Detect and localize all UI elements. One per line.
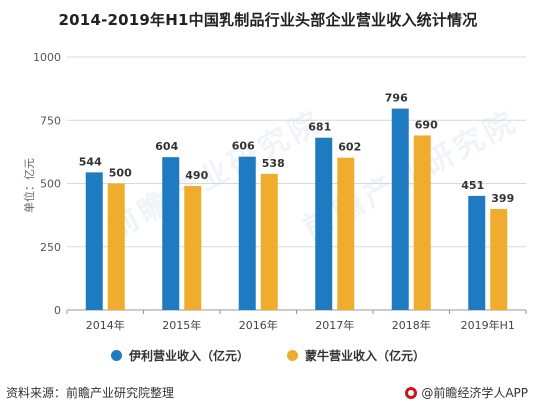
data-label-yili: 451 <box>461 179 484 192</box>
bar-yili <box>468 195 486 310</box>
credit-text: @前瞻经济学人APP <box>421 386 528 400</box>
legend: 伊利营业收入（亿元） 蒙牛营业收入（亿元） <box>0 347 536 364</box>
bar-mengniu <box>413 135 431 310</box>
bar-mengniu <box>107 183 125 310</box>
x-tick-label: 2015年 <box>162 318 201 332</box>
legend-item-mengniu[interactable]: 蒙牛营业收入（亿元） <box>287 347 425 364</box>
x-tick-label: 2017年 <box>315 318 354 332</box>
data-label-yili: 681 <box>308 121 331 134</box>
bar-yili <box>85 172 103 310</box>
data-label-yili: 796 <box>385 92 408 105</box>
legend-label-mengniu: 蒙牛营业收入（亿元） <box>305 349 426 363</box>
y-tick-label: 500 <box>40 178 61 191</box>
bar-mengniu <box>184 186 202 310</box>
data-label-yili: 544 <box>79 155 102 168</box>
x-tick-label: 2016年 <box>239 318 278 332</box>
x-tick-label: 2014年 <box>86 318 125 332</box>
bar-mengniu <box>337 157 355 310</box>
x-tick-label: 2018年 <box>392 318 431 332</box>
data-label-yili: 606 <box>232 140 255 153</box>
bar-yili <box>315 137 333 310</box>
legend-label-yili: 伊利营业收入（亿元） <box>128 349 249 363</box>
source-note: 资料来源：前瞻产业研究院整理 <box>6 386 175 400</box>
bar-mengniu <box>260 173 278 310</box>
data-label-mengniu: 602 <box>338 141 361 154</box>
credit: @前瞻经济学人APP <box>405 384 528 401</box>
qianzhan-logo-icon <box>405 386 418 399</box>
y-tick-label: 250 <box>40 241 61 254</box>
data-label-mengniu: 538 <box>262 157 285 170</box>
legend-item-yili[interactable]: 伊利营业收入（亿元） <box>110 347 249 364</box>
bar-yili <box>391 108 409 310</box>
legend-swatch-mengniu <box>287 350 298 361</box>
y-tick-label: 750 <box>40 114 61 127</box>
bar-yili <box>162 157 180 310</box>
data-label-mengniu: 490 <box>185 169 208 182</box>
y-tick-label: 0 <box>54 304 61 317</box>
y-axis-label: 单位：亿元 <box>23 158 36 213</box>
y-tick-label: 1000 <box>33 51 61 64</box>
chart-title: 2014-2019年H1中国乳制品行业头部企业营业收入统计情况 <box>58 11 478 29</box>
legend-swatch-yili <box>110 350 122 361</box>
x-tick-label: 2019年H1 <box>461 318 515 332</box>
bar-mengniu <box>490 209 508 310</box>
data-label-mengniu: 399 <box>491 192 514 205</box>
data-label-mengniu: 690 <box>415 118 438 131</box>
bar-yili <box>238 156 256 310</box>
data-label-mengniu: 500 <box>109 167 132 180</box>
data-label-yili: 604 <box>155 140 178 153</box>
